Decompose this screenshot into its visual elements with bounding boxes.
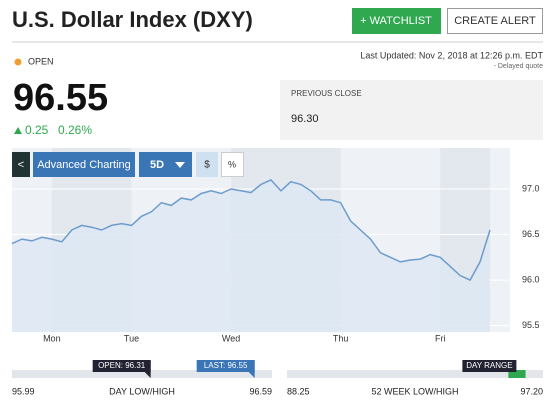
day-range-bar [12,370,272,378]
watchlist-button[interactable] [352,8,441,34]
change-percent: 0.26% [58,123,92,137]
delayed: - Delayed quote [494,63,544,70]
week-high: 97.20 [520,386,543,396]
y-tick-label: 97.0 [522,183,540,193]
dollar-label[interactable]: $ [204,160,210,171]
x-tick-label: Wed [222,333,240,343]
last-flag [196,360,255,372]
open-flag [92,360,151,372]
day-caption: DAY LOW/HIGH [109,386,175,396]
last-label-text: LAST: [204,361,225,370]
week-day-range [508,370,526,378]
back-button[interactable] [12,152,30,177]
advanced-button[interactable] [33,152,135,177]
open-marker [144,360,151,378]
alert-label[interactable]: CREATE ALERT [454,15,536,27]
x-tick-label: Tue [124,333,139,343]
dropdown-arrow[interactable] [175,162,185,168]
open-label: OPEN: 96.31 [98,361,146,370]
status: OPEN [28,56,54,66]
open-label-text: OPEN: [98,361,123,370]
day-high: 96.59 [249,386,272,396]
percent-button[interactable] [221,152,244,177]
range-button[interactable] [139,152,192,177]
last-marker [248,360,255,378]
dollar-button[interactable] [196,152,218,177]
previous-close: 96.30 [291,113,319,125]
back-label[interactable]: < [18,159,24,171]
week-range-bar [287,370,543,378]
day-low: 95.99 [12,386,35,396]
price: 96.55 [13,77,108,119]
day-range-label: DAY RANGE [466,361,512,370]
sun-icon [14,58,22,66]
y-tick-label: 95.5 [522,320,540,330]
y-tick-label: 96.0 [522,274,540,284]
area [12,179,490,332]
x-tick-label: Mon [43,333,61,343]
line [11,178,491,282]
watchlist-label[interactable]: + WATCHLIST [360,15,432,27]
week-low: 88.25 [287,386,310,396]
up-arrow [14,127,22,134]
range-label[interactable]: 5D [150,159,164,171]
week-caption: 52 WEEK LOW/HIGH [371,386,458,396]
title: U.S. Dollar Index (DXY) [12,7,253,32]
alert-button[interactable] [447,8,543,34]
change: 0.25 [25,123,49,137]
day-range-flag [462,360,517,372]
x-tick-label: Thu [333,333,349,343]
open-value: 96.31 [125,361,146,370]
previous-close-box [280,80,543,140]
previous-close-label: PREVIOUS CLOSE [291,89,362,98]
y-tick-label: 96.5 [522,229,540,239]
last-updated: Last Updated: Nov 2, 2018 at 12:26 p.m. … [360,50,543,60]
last-value: 96.55 [227,361,248,370]
last-label: LAST: 96.55 [204,361,248,370]
percent-label[interactable]: % [228,159,236,169]
x-tick-label: Fri [435,333,446,343]
advanced-label[interactable]: Advanced Charting [37,159,131,171]
